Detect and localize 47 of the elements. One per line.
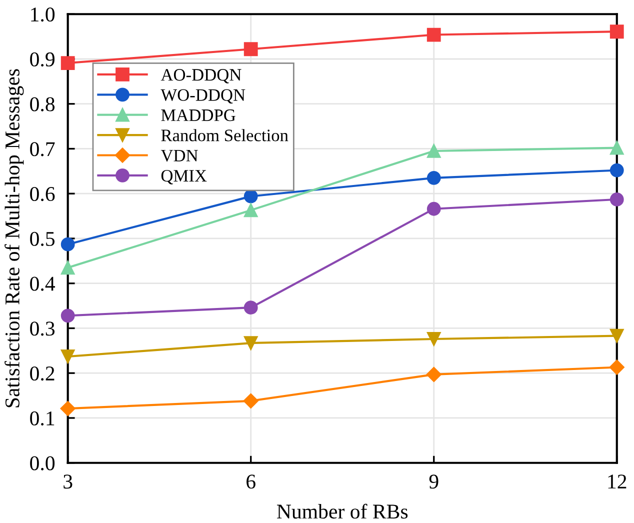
y-axis-title: Satisfaction Rate of Multi-hop Messages — [4, 69, 24, 408]
point — [610, 140, 624, 155]
point — [426, 332, 441, 346]
y-tick-label: 0.0 — [30, 456, 55, 470]
x-axis-title: Number of RBs — [276, 504, 408, 519]
point — [244, 42, 258, 56]
y-tick-label: 0.3 — [30, 322, 55, 336]
point — [60, 350, 75, 364]
point — [426, 28, 441, 42]
point — [244, 336, 258, 350]
point — [426, 202, 441, 216]
y-tick-label: 0.6 — [30, 186, 55, 202]
point — [244, 300, 258, 315]
y-tick-label: 0.1 — [30, 411, 54, 426]
y-tick-label: 0.5 — [30, 232, 55, 246]
x-tick-label: 9 — [429, 474, 438, 489]
point — [60, 400, 76, 416]
point — [426, 366, 442, 382]
point — [426, 144, 441, 158]
point — [610, 328, 624, 343]
point — [244, 203, 258, 218]
legend-label: VDN — [160, 150, 198, 162]
x-tick-label: 3 — [64, 474, 72, 489]
point — [244, 189, 258, 204]
point — [60, 308, 75, 323]
point — [609, 360, 624, 375]
point — [60, 56, 75, 70]
legend-label: QMIX — [161, 170, 207, 184]
y-tick-label: 0.2 — [30, 366, 54, 381]
point — [60, 237, 75, 252]
point — [243, 393, 258, 408]
y-tick-label: 0.9 — [30, 52, 54, 67]
y-tick-label: 0.7 — [30, 142, 55, 156]
point — [60, 260, 75, 275]
legend-label: AO-DDQN — [160, 69, 242, 84]
y-tick-label: 0.8 — [30, 97, 55, 112]
y-tick-label: 1.0 — [31, 7, 55, 22]
legend-label: Random Selection — [161, 129, 288, 142]
x-tick-label: 6 — [246, 474, 256, 489]
y-tick-label: 0.4 — [30, 276, 56, 291]
point — [610, 24, 624, 39]
point — [426, 170, 441, 185]
legend-label: MADDPG — [161, 109, 236, 122]
point — [610, 163, 624, 178]
point — [610, 192, 624, 206]
legend-label: WO-DDQN — [160, 89, 246, 104]
x-tick-label: 12 — [608, 474, 626, 488]
